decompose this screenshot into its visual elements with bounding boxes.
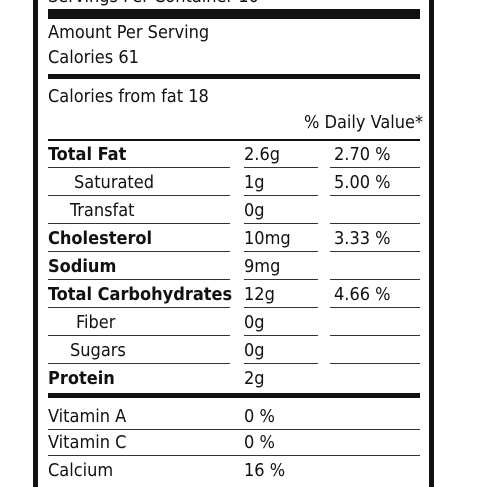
label-border-right	[429, 0, 434, 487]
row-divider	[244, 335, 318, 336]
vitamin-amount: 16 %	[244, 460, 286, 481]
nutrient-amount: 12g	[244, 284, 275, 305]
row-divider	[48, 455, 420, 456]
row-divider	[330, 335, 420, 336]
row-divider	[330, 167, 420, 168]
thick-divider-top	[48, 9, 420, 19]
row-divider	[330, 279, 420, 280]
row-divider	[48, 429, 420, 430]
label-border-left	[33, 0, 38, 487]
row-divider	[244, 223, 318, 224]
vitamin-name: Calcium	[48, 460, 114, 481]
row-divider	[244, 307, 318, 308]
thick-divider-calories	[48, 74, 420, 79]
calories-from-fat: Calories from fat 18	[48, 86, 209, 107]
nutrient-daily-value: 5.00 %	[334, 172, 391, 193]
nutrient-name: Transfat	[70, 200, 135, 221]
nutrient-amount: 1g	[244, 172, 265, 193]
row-divider	[244, 279, 318, 280]
nutrient-name: Sugars	[70, 340, 126, 361]
row-divider	[330, 363, 420, 364]
row-divider	[48, 279, 230, 280]
vitamin-amount: 0 %	[244, 432, 275, 453]
row-divider	[48, 251, 230, 252]
vitamin-name: Vitamin A	[48, 406, 127, 427]
amount-per-serving-label: Amount Per Serving	[48, 22, 210, 43]
row-divider	[244, 167, 318, 168]
row-divider	[48, 195, 230, 196]
row-divider	[244, 251, 318, 252]
thick-divider-vitamins	[48, 393, 420, 398]
nutrient-name: Cholesterol	[48, 228, 153, 249]
nutrition-facts-panel: Servings Per Container 10 Amount Per Ser…	[38, 0, 429, 487]
row-divider	[330, 307, 420, 308]
row-divider	[48, 307, 230, 308]
servings-per-container: Servings Per Container 10	[48, 0, 259, 8]
row-divider	[48, 167, 230, 168]
nutrient-daily-value: 3.33 %	[334, 228, 391, 249]
nutrient-daily-value: 2.70 %	[334, 144, 391, 165]
row-divider	[48, 363, 230, 364]
vitamin-name: Vitamin C	[48, 432, 127, 453]
vitamin-amount: 0 %	[244, 406, 275, 427]
nutrient-amount: 9mg	[244, 256, 281, 277]
nutrient-name: Protein	[48, 368, 115, 389]
row-divider	[48, 335, 230, 336]
row-divider	[330, 223, 420, 224]
nutrient-amount: 2.6g	[244, 144, 281, 165]
divider-daily-value	[48, 139, 420, 141]
calories-value: Calories 61	[48, 47, 139, 68]
row-divider	[330, 195, 420, 196]
nutrient-amount: 0g	[244, 312, 265, 333]
row-divider	[244, 195, 318, 196]
nutrient-name: Total Carbohydrates	[48, 284, 233, 305]
nutrient-daily-value: 4.66 %	[334, 284, 391, 305]
nutrient-name: Total Fat	[48, 144, 127, 165]
nutrient-amount: 0g	[244, 340, 265, 361]
row-divider	[244, 363, 318, 364]
nutrient-name: Fiber	[76, 312, 116, 333]
nutrient-amount: 2g	[244, 368, 265, 389]
nutrient-amount: 10mg	[244, 228, 291, 249]
nutrient-name: Saturated	[74, 172, 154, 193]
nutrient-name: Sodium	[48, 256, 117, 277]
daily-value-header: % Daily Value*	[304, 112, 424, 133]
nutrient-amount: 0g	[244, 200, 265, 221]
row-divider	[48, 223, 230, 224]
row-divider	[330, 251, 420, 252]
